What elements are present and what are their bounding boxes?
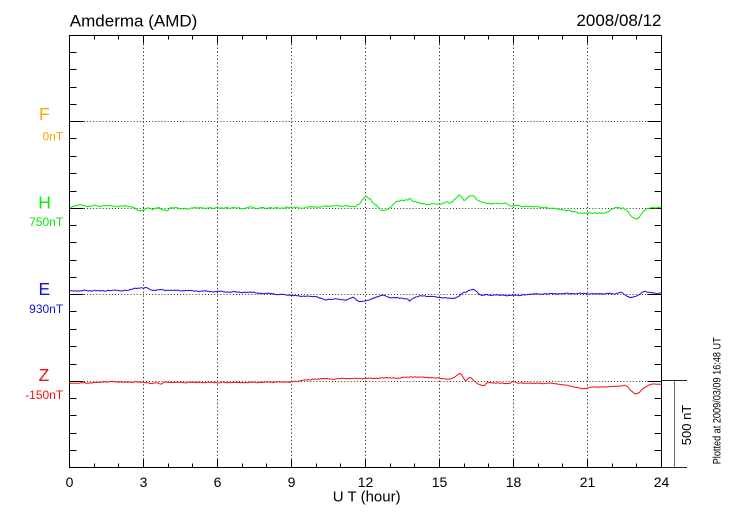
svg-text:-150nT: -150nT [25, 388, 64, 402]
svg-text:9: 9 [288, 474, 296, 490]
svg-text:Plotted at 2009/03/09 16:48 UT: Plotted at 2009/03/09 16:48 UT [711, 337, 723, 464]
svg-text:0: 0 [66, 474, 74, 490]
svg-text:2008/08/12: 2008/08/12 [576, 11, 661, 30]
svg-text:930nT: 930nT [29, 302, 64, 316]
svg-text:H: H [38, 193, 51, 213]
svg-text:Amderma (AMD): Amderma (AMD) [70, 12, 198, 31]
svg-text:F: F [39, 104, 50, 124]
svg-text:0nT: 0nT [43, 129, 64, 143]
svg-text:500 nT: 500 nT [679, 405, 694, 446]
svg-text:12: 12 [358, 474, 374, 490]
svg-text:E: E [39, 279, 51, 299]
svg-text:6: 6 [214, 474, 222, 490]
svg-text:15: 15 [432, 474, 448, 490]
svg-text:24: 24 [654, 474, 670, 490]
svg-text:21: 21 [580, 474, 596, 490]
svg-text:18: 18 [506, 474, 522, 490]
svg-text:3: 3 [140, 474, 148, 490]
svg-text:Z: Z [39, 365, 50, 385]
svg-text:750nT: 750nT [29, 215, 64, 229]
svg-text:U T (hour): U T (hour) [333, 488, 401, 505]
